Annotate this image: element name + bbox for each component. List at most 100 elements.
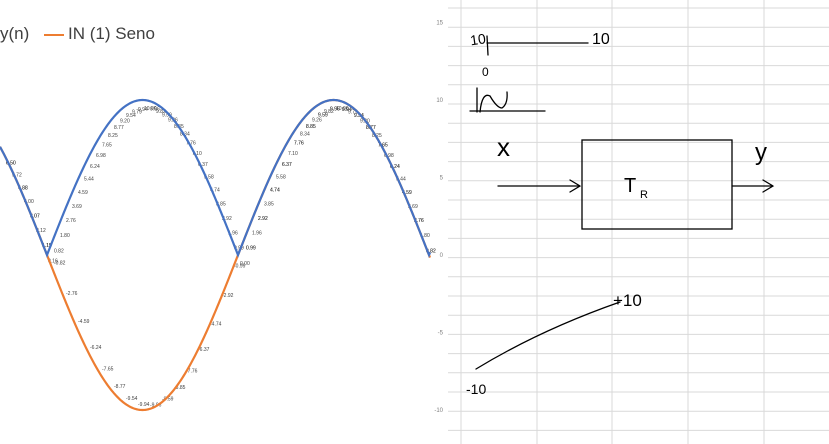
orange-data-label: -6.24: [90, 345, 102, 351]
blue-data-label: 2.76: [414, 218, 424, 224]
orange-data-label: -2.76: [66, 291, 78, 297]
blue-data-label: 9.79: [132, 109, 142, 115]
blue-data-label: 9.26: [312, 117, 322, 123]
blue-data-label: 5.44: [84, 177, 94, 183]
handwritten-notes: [469, 35, 775, 370]
blue-data-label: 9.94: [138, 107, 148, 113]
orange-data-label: -9.59: [162, 397, 174, 403]
orange-data-label: -4.59: [78, 319, 90, 325]
y-tick-label: 10: [436, 98, 443, 104]
blue-data-label: 4.74: [210, 188, 220, 194]
blue-data-label: 9.82: [324, 109, 334, 115]
legend-swatch-seno: [44, 33, 65, 36]
orange-data-label: -4.74: [210, 321, 222, 327]
blue-data-label: 4.00: [24, 199, 34, 205]
blue-data-label: 6.50: [6, 160, 16, 166]
orange-data-label: 4.59: [402, 190, 412, 196]
ink-zero: 0: [482, 65, 489, 79]
blue-data-label: 4.59: [402, 190, 412, 196]
ink-input-arrow: [497, 179, 582, 193]
orange-data-label: -8.77: [114, 384, 126, 390]
blue-data-label: 4.59: [78, 190, 88, 196]
blue-data-label: 1.96: [252, 231, 262, 237]
ink-plus-10: +10: [613, 291, 642, 310]
blue-data-label: 7.10: [288, 151, 298, 157]
blue-data-label: 9.79: [348, 109, 358, 115]
blue-data-label: 4.88: [18, 185, 28, 191]
blue-data-label: 7.76: [294, 141, 304, 147]
blue-data-label: 6.98: [96, 153, 106, 159]
orange-data-label: 4.88: [18, 185, 28, 191]
orange-data-label: 6.37: [282, 162, 292, 168]
orange-data-label: -9.94: [138, 402, 150, 408]
y-tick-label: -10: [434, 408, 443, 414]
ink-block: [581, 139, 733, 230]
orange-data-label: 7.65: [378, 142, 388, 148]
chart-legend: y(n) IN (1) Seno: [0, 24, 155, 44]
ink-top-right-10: 10: [592, 31, 610, 48]
blue-data-label: 3.69: [72, 204, 82, 210]
grid-vertical-lines: [460, 0, 765, 444]
orange-data-label: 0.82: [426, 248, 436, 254]
orange-data-label: 4.74: [270, 188, 280, 194]
orange-data-label: 7.76: [294, 141, 304, 147]
orange-data-label: 2.92: [258, 216, 268, 222]
blue-data-label: 7.65: [102, 142, 112, 148]
ink-y: y: [755, 139, 767, 166]
y-tick-label: 0: [440, 253, 444, 259]
blue-data-label: 1.96: [228, 231, 238, 237]
ink-block-R: R: [640, 189, 648, 201]
blue-data-label: 6.24: [90, 164, 100, 170]
blue-data-label: 2.92: [222, 216, 232, 222]
ink-x: x: [497, 132, 510, 162]
orange-data-label: -2.92: [222, 293, 234, 299]
grid-horizontal-lines: [448, 7, 829, 431]
blue-data-label: 7.10: [192, 151, 202, 157]
blue-data-label: 6.24: [390, 164, 400, 170]
y-tick-label: -5: [438, 331, 444, 337]
orange-data-label: 9.54: [354, 113, 364, 119]
blue-data-label: 9.54: [354, 113, 364, 119]
orange-data-label: 9.96: [330, 107, 340, 113]
ink-block-T: T: [624, 175, 636, 197]
blue-data-label: 8.77: [114, 125, 124, 131]
orange-data-label: -7.76: [186, 368, 198, 374]
blue-data-label: 9.82: [156, 109, 166, 115]
orange-data-label: -6.37: [198, 347, 210, 353]
blue-data-label: 0.99: [234, 246, 244, 252]
orange-data-labels: 6.50 4.88 3.07 1.15 -0.82 -2.76 -4.59 -6.24 -7.6…: [6, 107, 436, 409]
orange-data-label: 6.24: [390, 164, 400, 170]
orange-data-label: -9.54: [126, 396, 138, 402]
orange-data-label: 0.99: [246, 246, 256, 252]
legend-label-seno: IN (1) Seno: [68, 24, 155, 43]
blue-data-label: 10.00: [144, 106, 157, 112]
ink-diagonal-line: [475, 301, 621, 370]
legend-label-yn: y(n): [0, 24, 30, 43]
blue-data-label: 5.44: [396, 177, 406, 183]
series-line-yn: [0, 98, 432, 259]
orange-data-label: 6.50: [6, 160, 16, 166]
blue-data-label: 9.96: [150, 107, 160, 113]
orange-data-label: -8.85: [174, 385, 186, 391]
blue-data-label: 0.00: [240, 261, 250, 267]
blue-data-label: 9.94: [342, 107, 352, 113]
blue-data-label: 9.54: [126, 113, 136, 119]
blue-data-label: 1.80: [60, 233, 70, 239]
blue-data-label: 5.58: [204, 174, 214, 180]
orange-data-label: 1.15: [42, 243, 52, 249]
blue-data-label: 2.12: [36, 228, 46, 234]
handwritten-text: 10 10 0 x y T R +10 -10: [466, 30, 767, 397]
blue-data-label: 9.20: [120, 118, 130, 124]
blue-data-label: 3.85: [216, 201, 226, 207]
blue-data-label: 7.65: [378, 142, 388, 148]
blue-data-label: 8.34: [300, 132, 310, 138]
blue-data-label: 0.82: [426, 248, 436, 254]
blue-data-label: 5.58: [276, 174, 286, 180]
orange-data-label: 9.59: [318, 112, 328, 118]
orange-data-label: 9.94: [342, 107, 352, 113]
y-tick-label: 15: [436, 21, 443, 27]
blue-data-label: 5.72: [12, 172, 22, 178]
blue-data-label: 7.76: [186, 141, 196, 147]
y-tick-label: 5: [440, 176, 444, 182]
blue-data-label: 0.99: [246, 246, 256, 252]
